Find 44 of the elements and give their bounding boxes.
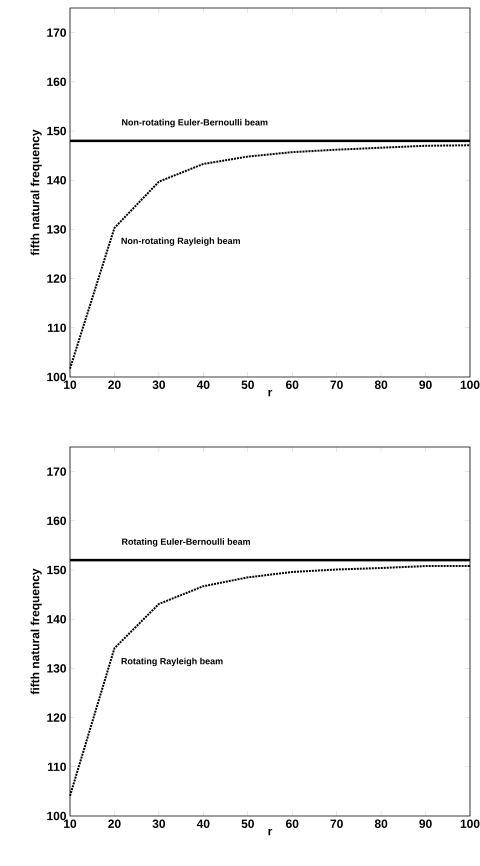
x-tick-label: 100 bbox=[460, 820, 480, 828]
y-tick-label: 120 bbox=[47, 274, 66, 283]
x-tick-label: 90 bbox=[419, 380, 432, 389]
y-tick-label: 100 bbox=[47, 812, 66, 820]
x-axis-title: r bbox=[268, 828, 272, 836]
y-tick-label: 170 bbox=[47, 28, 66, 37]
x-tick-label: 30 bbox=[152, 820, 166, 828]
x-tick-label: 60 bbox=[286, 820, 298, 828]
x-tick-label: 80 bbox=[374, 820, 388, 828]
series-label: Rotating Rayleigh beam bbox=[122, 658, 223, 666]
ref-line-label: Non-rotating Euler-Bernoulli beam bbox=[122, 118, 268, 128]
ref-line-label: Rotating Euler-Bernoulli beam bbox=[122, 538, 250, 547]
y-tick-label: 160 bbox=[47, 516, 66, 526]
x-tick-label: 90 bbox=[419, 820, 432, 828]
series-label: Non-rotating Rayleigh beam bbox=[122, 237, 240, 246]
x-tick-label: 50 bbox=[242, 380, 254, 389]
x-tick-label: 40 bbox=[196, 820, 210, 828]
y-tick-label: 150 bbox=[47, 126, 66, 136]
x-tick-label: 100 bbox=[460, 380, 480, 389]
y-tick-label: 140 bbox=[47, 614, 66, 624]
x-tick-label: 40 bbox=[196, 380, 210, 389]
y-tick-label: 140 bbox=[47, 176, 66, 184]
x-tick-label: 20 bbox=[108, 820, 121, 828]
y-axis-title: fifth natural frequency bbox=[30, 129, 42, 256]
x-tick-label: 50 bbox=[242, 820, 254, 828]
x-tick-label: 10 bbox=[64, 820, 76, 828]
x-tick-label: 70 bbox=[330, 380, 343, 389]
x-tick-label: 10 bbox=[64, 380, 76, 389]
y-tick-label: 160 bbox=[47, 78, 66, 86]
y-axis-title: fifth natural frequency bbox=[30, 568, 42, 694]
x-tick-label: 60 bbox=[286, 380, 298, 389]
y-tick-label: 170 bbox=[47, 467, 66, 476]
y-tick-label: 120 bbox=[47, 713, 66, 722]
y-tick-label: 130 bbox=[47, 664, 66, 673]
x-tick-label: 30 bbox=[152, 380, 166, 389]
y-tick-label: 110 bbox=[48, 762, 66, 772]
x-tick-label: 70 bbox=[330, 820, 343, 828]
x-axis-title: r bbox=[268, 390, 272, 396]
y-tick-label: 150 bbox=[47, 566, 66, 574]
x-tick-label: 80 bbox=[374, 380, 388, 389]
y-tick-label: 110 bbox=[48, 324, 66, 332]
x-tick-label: 20 bbox=[108, 380, 121, 389]
y-tick-label: 130 bbox=[47, 225, 66, 234]
y-tick-label: 100 bbox=[47, 372, 66, 382]
